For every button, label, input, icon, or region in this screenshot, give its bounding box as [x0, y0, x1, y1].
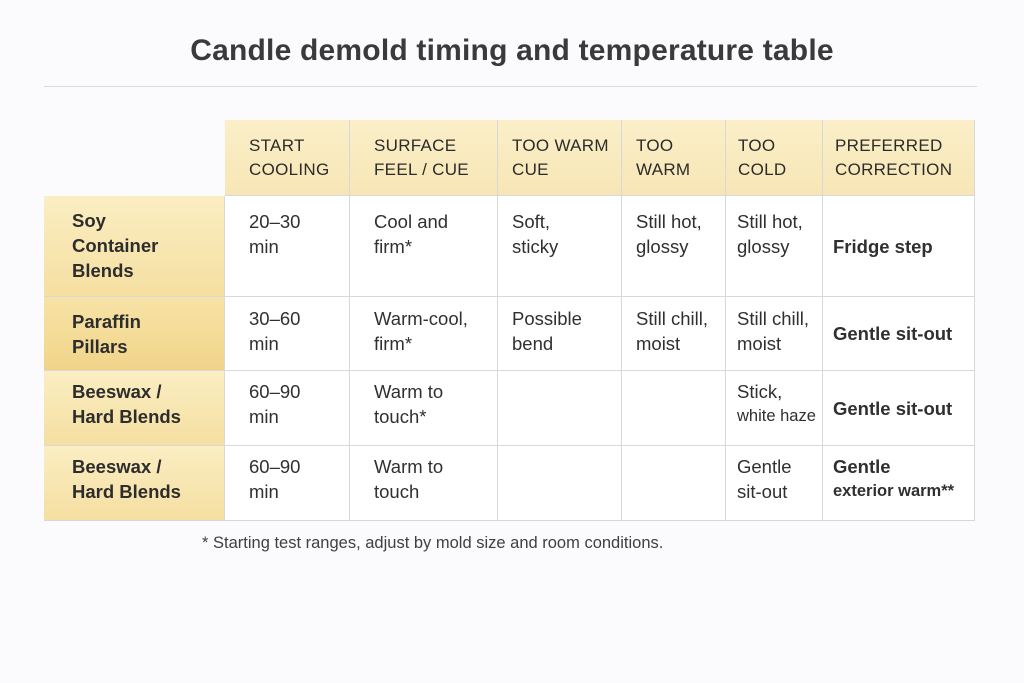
row-label-line: Beeswax /: [72, 456, 162, 477]
cell-line: 60–90: [249, 456, 301, 477]
cell-surface-feel: Warm-cool, firm*: [350, 297, 498, 371]
cell-line: Stick,: [737, 381, 783, 402]
cell-line: Gentle sit-out: [833, 323, 953, 344]
header-line: COLD: [738, 160, 787, 179]
cell-line: firm*: [374, 333, 413, 354]
cell-line: touch: [374, 481, 420, 502]
cell-line: Still chill,: [737, 308, 809, 329]
cell-too-warm-cue: Soft, sticky: [498, 196, 622, 297]
header-line: WARM: [636, 160, 691, 179]
header-line: TOO: [636, 136, 674, 155]
cell-too-warm: [622, 446, 726, 521]
cell-line: min: [249, 481, 279, 502]
row-label-line: Beeswax /: [72, 381, 162, 402]
cell-start-cooling: 60–90 min: [225, 371, 350, 446]
header-start-cooling: START COOLING: [225, 120, 350, 196]
cell-surface-feel: Warm to touch: [350, 446, 498, 521]
header-too-cold: TOO COLD: [726, 120, 823, 196]
row-label-paraffin: Paraffin Pillars: [44, 297, 225, 371]
cell-line: moist: [737, 333, 782, 354]
cell-too-cold: Gentle sit-out: [726, 446, 823, 521]
footnote: * Starting test ranges, adjust by mold s…: [202, 534, 664, 552]
cell-line: Possible: [512, 308, 582, 329]
cell-start-cooling: 20–30 min: [225, 196, 350, 297]
cell-line: Still hot,: [737, 211, 803, 232]
cell-too-warm-cue: [498, 446, 622, 521]
cell-too-warm: Still hot, glossy: [622, 196, 726, 297]
cell-line: min: [249, 406, 279, 427]
cell-start-cooling: 30–60 min: [225, 297, 350, 371]
header-too-warm: TOO WARM: [622, 120, 726, 196]
header-line: TOO WARM: [512, 136, 609, 155]
cell-too-cold: Still chill, moist: [726, 297, 823, 371]
cell-line: Soft,: [512, 211, 551, 232]
cell-line: Fridge step: [833, 235, 933, 257]
header-line: TOO: [738, 136, 776, 155]
header-line: SURFACE: [374, 136, 457, 155]
cell-surface-feel: Warm to touch*: [350, 371, 498, 446]
header-line: START: [249, 136, 305, 155]
cell-line: 20–30: [249, 211, 301, 232]
cell-line: Gentle: [833, 456, 891, 477]
cell-line: touch*: [374, 406, 427, 427]
cell-correction: Gentle sit-out: [823, 371, 975, 446]
cell-line: Gentle: [737, 456, 792, 477]
header-preferred-correction: PREFERRED CORRECTION: [823, 120, 975, 196]
cell-correction: Gentle sit-out: [823, 297, 975, 371]
cell-line: 60–90: [249, 381, 301, 402]
cell-too-warm: Still chill, moist: [622, 297, 726, 371]
cell-line: Warm to: [374, 381, 444, 402]
cell-start-cooling: 60–90 min: [225, 446, 350, 521]
header-line: COOLING: [249, 160, 330, 179]
cell-line: exterior warm**: [833, 482, 955, 500]
cell-line: Warm to: [374, 456, 444, 477]
header-surface-feel: SURFACE FEEL / CUE: [350, 120, 498, 196]
cell-too-cold: Still hot, glossy: [726, 196, 823, 297]
cell-line: bend: [512, 333, 554, 354]
cell-too-warm-cue: [498, 371, 622, 446]
row-label-line: Blends: [72, 260, 134, 281]
cell-line: 30–60: [249, 308, 301, 329]
page-title: Candle demold timing and temperature tab…: [190, 34, 834, 67]
row-label-line: Soy: [72, 210, 106, 231]
cell-line: sit-out: [737, 481, 788, 502]
table-corner: [44, 120, 225, 196]
header-line: CUE: [512, 160, 549, 179]
cell-line: moist: [636, 333, 681, 354]
cell-line: sticky: [512, 236, 559, 257]
row-label-line: Container: [72, 235, 159, 256]
cell-line: Gentle sit-out: [833, 397, 953, 419]
cell-line: Still chill,: [636, 308, 708, 329]
cell-too-warm: [622, 371, 726, 446]
cell-line: Warm-cool,: [374, 308, 468, 329]
header-line: CORRECTION: [835, 160, 953, 179]
header-too-warm-cue: TOO WARM CUE: [498, 120, 622, 196]
row-label-line: Paraffin: [72, 311, 141, 332]
cell-correction: Gentle exterior warm**: [823, 446, 975, 521]
demold-table: START COOLING SURFACE FEEL / CUE TOO WARM C…: [44, 120, 975, 521]
row-label-beeswax: Beeswax / Hard Blends: [44, 446, 225, 521]
cell-surface-feel: Cool and firm*: [350, 196, 498, 297]
row-label-line: Hard Blends: [72, 481, 181, 502]
row-label-line: Pillars: [72, 336, 128, 357]
header-line: FEEL / CUE: [374, 160, 469, 179]
cell-line: Still hot,: [636, 211, 702, 232]
cell-correction: Fridge step: [823, 196, 975, 297]
cell-line: min: [249, 236, 279, 257]
row-label-beeswax: Beeswax / Hard Blends: [44, 371, 225, 446]
cell-line: glossy: [636, 236, 689, 257]
cell-line: min: [249, 333, 279, 354]
title-divider: [44, 86, 977, 87]
row-label-soy: Soy Container Blends: [44, 196, 225, 297]
cell-line: glossy: [737, 236, 790, 257]
cell-too-warm-cue: Possible bend: [498, 297, 622, 371]
cell-line: Cool and: [374, 211, 449, 232]
cell-line: firm*: [374, 236, 413, 257]
row-label-line: Hard Blends: [72, 406, 181, 427]
cell-line: white haze: [737, 407, 816, 425]
header-line: PREFERRED: [835, 136, 943, 155]
cell-too-cold: Stick, white haze: [726, 371, 823, 446]
